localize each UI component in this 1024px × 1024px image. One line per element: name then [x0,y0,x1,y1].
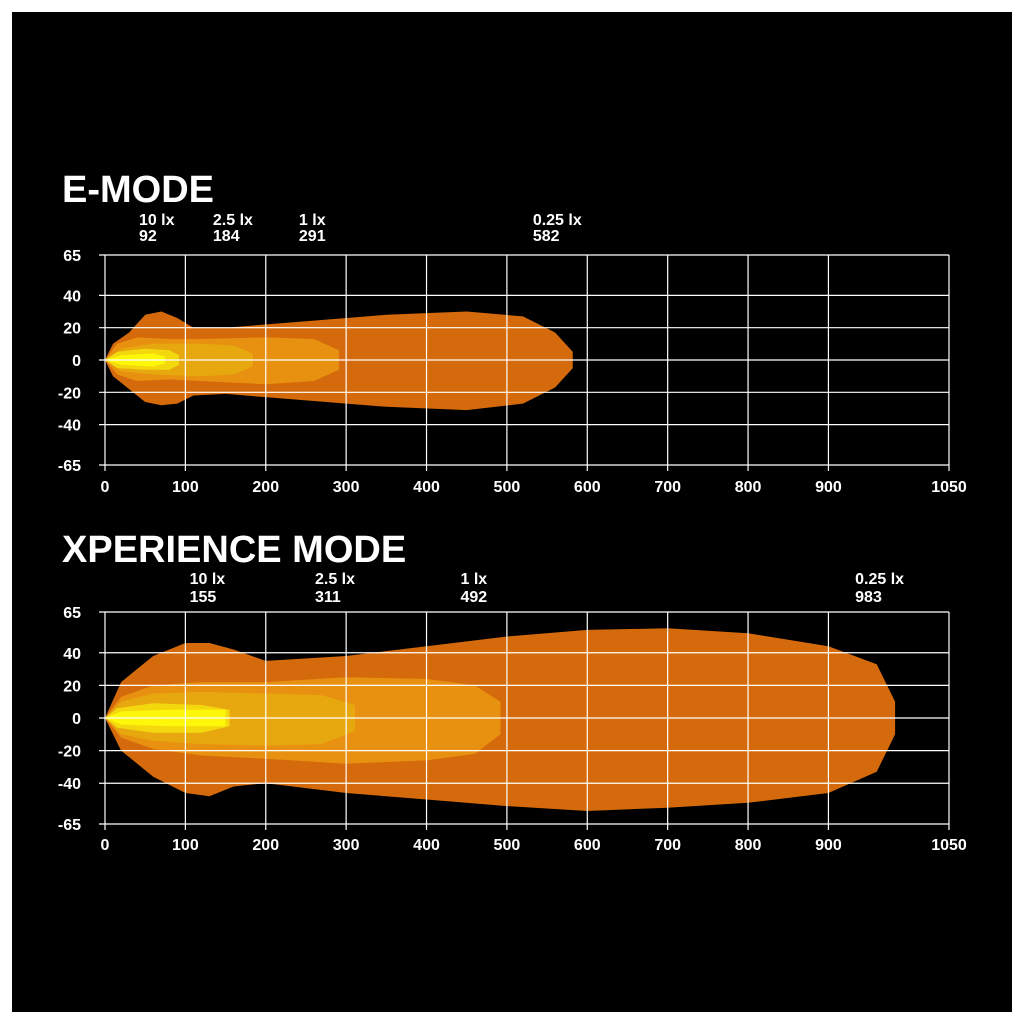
chart-title: E-MODE [62,169,214,211]
x-tick-label: 400 [413,479,440,496]
y-tick-label: -65 [58,458,81,475]
lux-label: 1 lx [460,571,487,588]
x-tick-label: 300 [333,837,360,854]
lux-label: 0.25 lx [855,571,904,588]
lux-label: 1 lx [299,212,326,229]
y-tick-label: 20 [63,321,81,338]
lux-distance: 311 [315,589,341,606]
lux-distance: 184 [213,228,240,245]
x-tick-label: 500 [494,837,521,854]
lux-distance: 291 [299,228,326,245]
y-tick-label: -40 [58,418,81,435]
beam-areas [105,628,896,811]
x-tick-label: 100 [172,479,199,496]
x-tick-label: 500 [494,479,521,496]
lux-label: 10 lx [190,571,226,588]
y-tick-label: 40 [63,646,81,663]
lux-distance: 983 [855,589,882,606]
x-tick-label: 700 [654,479,681,496]
y-tick-label: 0 [72,353,81,370]
y-axis-ticks: 65 40 20 0 -20 -40 -65 [58,605,81,834]
x-tick-label: 900 [815,837,842,854]
x-tick-label: 800 [735,479,762,496]
lux-label: 2.5 lx [315,571,355,588]
x-tick-label: 200 [252,837,279,854]
y-tick-label: 20 [63,678,81,695]
y-tick-label: -20 [58,385,81,402]
chart-canvas: E-MODE 0 100 200 300 400 500 600 700 800 900 1050 … [12,12,1012,1012]
y-tick-label: 40 [63,288,81,305]
x-tick-label: 200 [252,479,279,496]
beam-areas [105,311,573,411]
x-tick-label: 300 [333,479,360,496]
y-tick-label: 65 [63,605,81,622]
x-tick-label: 1050 [931,837,967,854]
lux-label: 2.5 lx [213,212,253,229]
y-tick-label: 65 [63,248,81,265]
lux-distance: 92 [139,228,157,245]
y-axis-ticks: 65 40 20 0 -20 -40 -65 [58,248,81,475]
x-tick-label: 600 [574,479,601,496]
grid [99,254,950,471]
x-axis-ticks: 0 100 200 300 400 500 600 700 800 900 1050 [101,837,967,854]
y-tick-label: -65 [58,817,81,834]
x-axis-ticks: 0 100 200 300 400 500 600 700 800 900 1050 [101,479,967,496]
e-mode-chart: E-MODE 0 100 200 300 400 500 600 700 800 900 1050 … [58,169,967,496]
x-tick-label: 900 [815,479,842,496]
x-tick-label: 600 [574,837,601,854]
x-tick-label: 100 [172,837,199,854]
photometric-charts: E-MODE 0 100 200 300 400 500 600 700 800 900 1050 … [58,169,967,854]
y-tick-label: -20 [58,744,81,761]
x-tick-label: 1050 [931,479,967,496]
y-tick-label: -40 [58,776,81,793]
lux-distance: 155 [190,589,217,606]
chart-title: XPERIENCE MODE [62,529,406,571]
xperience-mode-chart: XPERIENCE MODE 0 100 200 300 400 500 600 700 800… [58,529,967,854]
x-tick-label: 0 [101,479,110,496]
lux-label: 10 lx [139,212,175,229]
x-tick-label: 700 [654,837,681,854]
grid [99,611,950,830]
lux-distance: 582 [533,228,560,245]
lux-distance: 492 [460,589,487,606]
x-tick-label: 400 [413,837,440,854]
x-tick-label: 0 [101,837,110,854]
x-tick-label: 800 [735,837,762,854]
y-tick-label: 0 [72,711,81,728]
lux-label: 0.25 lx [533,212,582,229]
